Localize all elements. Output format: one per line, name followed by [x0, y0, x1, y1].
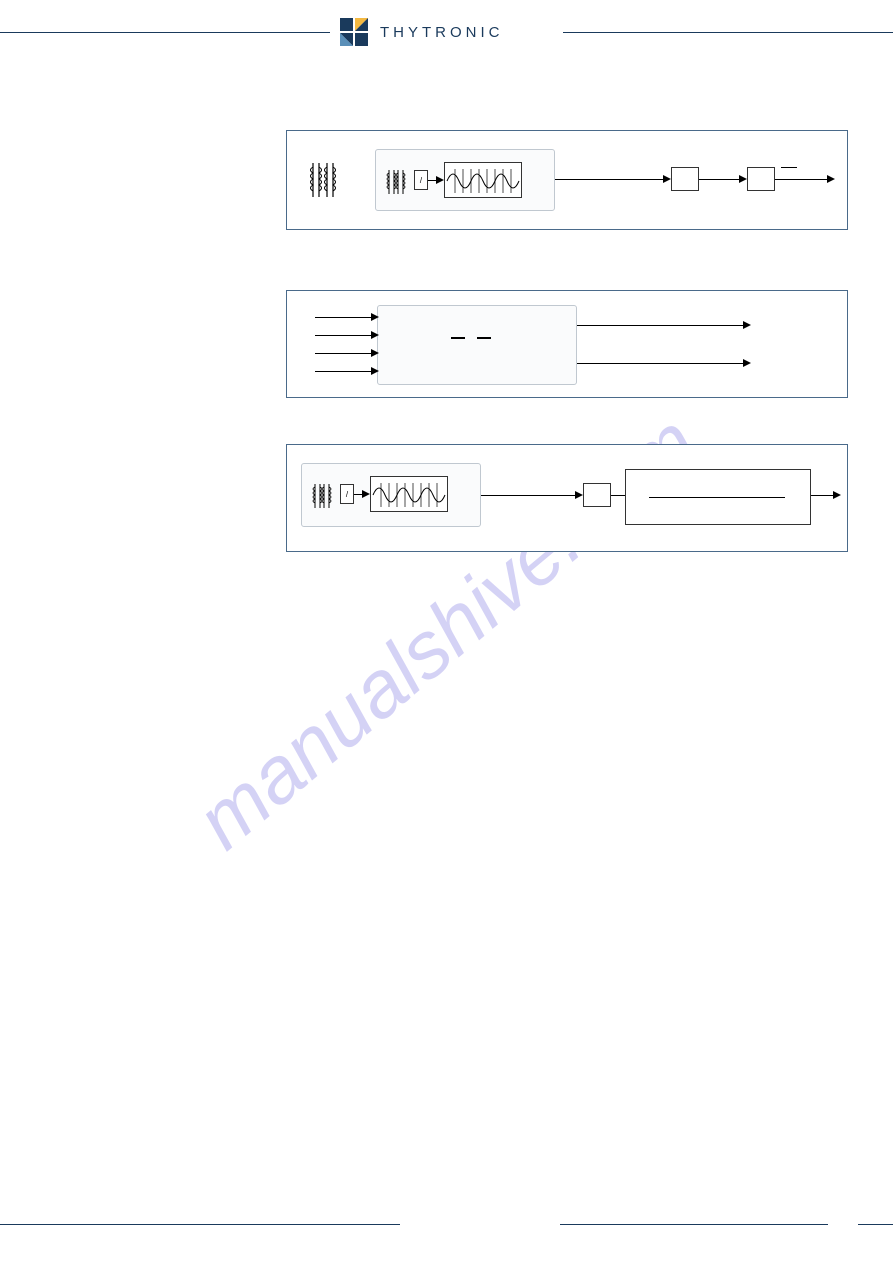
in-arrowhead-1 — [371, 313, 379, 321]
process-box-1 — [671, 167, 699, 191]
minus-symbol — [781, 167, 797, 168]
dash-2 — [477, 337, 491, 339]
ct-small-icon-3 — [312, 482, 332, 515]
in-arrow-1 — [315, 317, 373, 318]
ct-small-icon — [386, 168, 406, 201]
dash-1 — [451, 337, 465, 339]
footer-rule-far-right — [858, 1224, 893, 1225]
diagram-block-3: / — [286, 444, 848, 552]
in-arrowhead-2 — [371, 331, 379, 339]
flow-arrow-3a — [575, 491, 583, 499]
footer-rule-right — [560, 1224, 828, 1225]
flow-arrow-1 — [663, 175, 671, 183]
header-rule-right — [563, 32, 893, 33]
flow-line-3 — [775, 179, 829, 180]
waveform-box-3 — [370, 476, 448, 512]
thytronic-logo-icon — [340, 18, 368, 46]
flow-line-2 — [699, 179, 741, 180]
in-arrow-3 — [315, 353, 373, 354]
ratio-box-3: / — [340, 484, 354, 504]
out-arrowhead-2 — [743, 359, 751, 367]
flow-line-3b — [611, 495, 625, 496]
flow-line-3a — [481, 495, 577, 496]
process-box-3 — [583, 483, 611, 507]
arrow-to-wave — [436, 176, 444, 184]
sampling-container-3: / — [301, 463, 481, 527]
out-arrow-2 — [577, 363, 745, 364]
arrow-to-wave-3 — [362, 490, 370, 498]
process-box-2 — [747, 167, 775, 191]
inner-big-line — [649, 497, 785, 498]
waveform-box — [444, 162, 522, 198]
in-arrowhead-3 — [371, 349, 379, 357]
flow-line-1 — [555, 179, 665, 180]
in-arrowhead-4 — [371, 367, 379, 375]
brand-text: THYTRONIC — [380, 24, 504, 41]
flow-arrow-3 — [827, 175, 835, 183]
ratio-box: / — [414, 170, 428, 190]
sampling-container: / — [375, 149, 555, 211]
out-arrow-1 — [577, 325, 745, 326]
flow-arrow-3c — [833, 491, 841, 499]
flow-line-3c — [811, 495, 835, 496]
in-arrow-4 — [315, 371, 373, 372]
brand-logo: THYTRONIC — [340, 18, 504, 46]
diagram-block-2 — [286, 290, 848, 398]
flow-arrow-2 — [739, 175, 747, 183]
header-rule-left — [0, 32, 330, 33]
in-arrow-2 — [315, 335, 373, 336]
page-header: THYTRONIC — [0, 0, 893, 60]
summation-container — [377, 305, 577, 385]
footer-rule-left — [0, 1224, 400, 1225]
diagram-block-1: / — [286, 130, 848, 230]
ct-transformer-icon — [309, 161, 339, 204]
out-arrowhead-1 — [743, 321, 751, 329]
